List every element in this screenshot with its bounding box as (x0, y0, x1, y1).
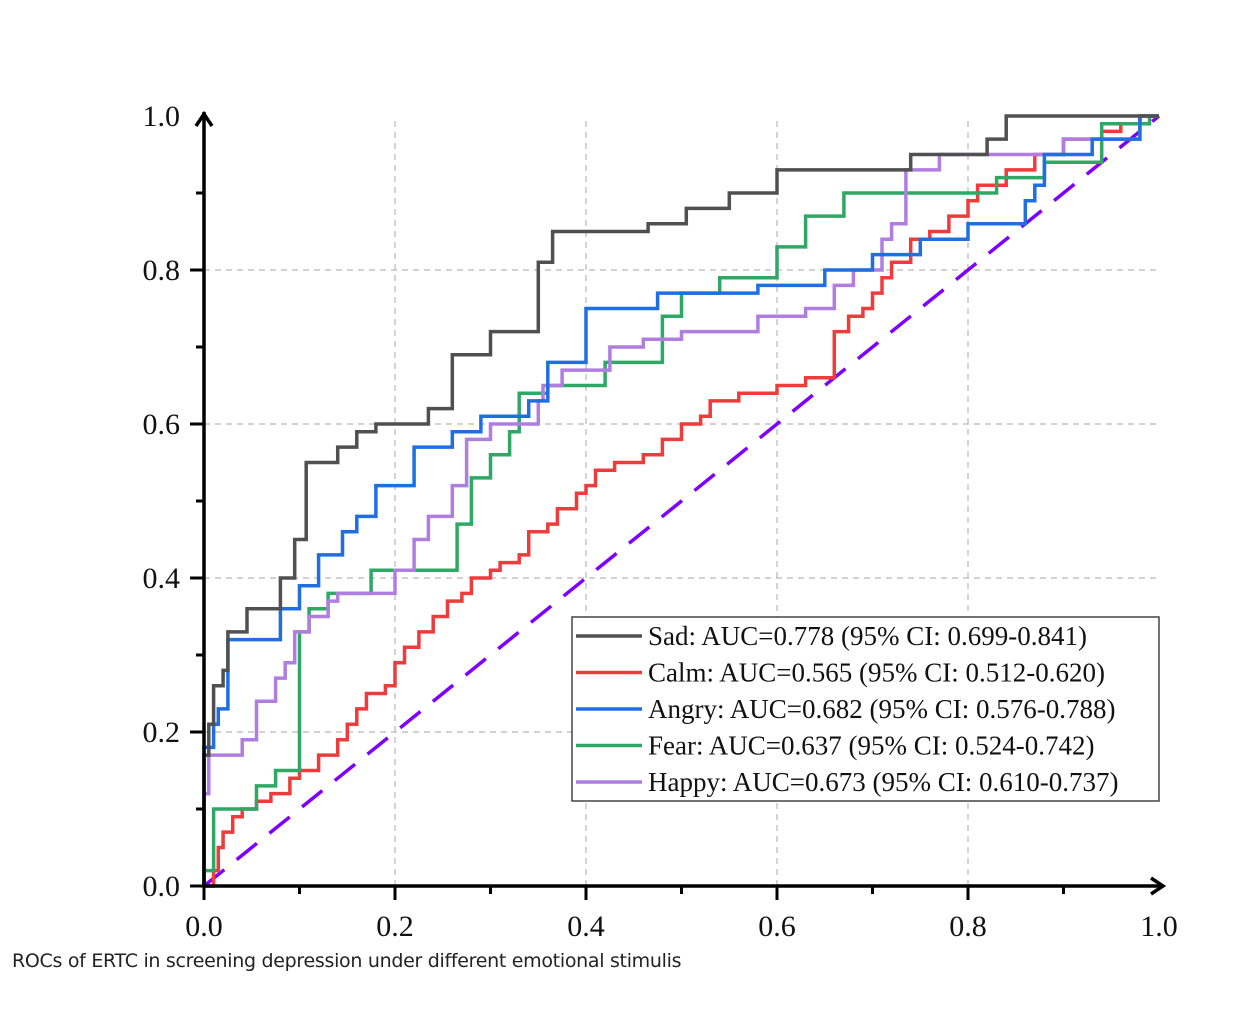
y-tick-label: 1.0 (143, 100, 181, 133)
legend-label-happy: Happy: AUC=0.673 (95% CI: 0.610-0.737) (648, 767, 1118, 797)
x-axis-arrow-icon (1150, 876, 1167, 896)
x-tick-label: 0.2 (376, 910, 414, 943)
reference-diagonal-line (202, 114, 1161, 888)
legend-box (571, 616, 1160, 802)
legend-label-angry: Angry: AUC=0.682 (95% CI: 0.576-0.788) (648, 694, 1115, 724)
y-axis-ticks: 0.0 0.2 0.4 0.6 0.8 1.0 (143, 100, 204, 903)
axes (194, 110, 1167, 896)
legend: Sad: AUC=0.778 (95% CI: 0.699-0.841) Calm… (571, 616, 1160, 802)
x-tick-label: 0.6 (758, 910, 796, 943)
roc-chart: 0.0 0.2 0.4 0.6 0.8 1.0 0.0 0.2 0.4 0.6 0.8 1.0 Sa… (143, 100, 1178, 943)
roc-curve-sad (202, 114, 1159, 886)
x-tick-label: 1.0 (1140, 910, 1178, 943)
y-tick-label: 0.0 (143, 870, 181, 903)
y-tick-label: 0.4 (143, 562, 181, 595)
roc-curve-fear (202, 114, 1159, 886)
legend-label-fear: Fear: AUC=0.637 (95% CI: 0.524-0.742) (648, 731, 1094, 761)
roc-curves (202, 114, 1159, 888)
y-tick-label: 0.6 (143, 408, 181, 441)
x-tick-label: 0.0 (185, 910, 223, 943)
y-tick-label: 0.8 (143, 254, 181, 287)
legend-label-sad: Sad: AUC=0.778 (95% CI: 0.699-0.841) (648, 621, 1087, 651)
x-tick-label: 0.8 (949, 910, 987, 943)
x-axis-ticks: 0.0 0.2 0.4 0.6 0.8 1.0 (185, 886, 1178, 943)
roc-curve-calm (204, 114, 1159, 888)
figure-caption: ROCs of ERTC in screening depression und… (12, 950, 682, 972)
legend-label-calm: Calm: AUC=0.565 (95% CI: 0.512-0.620) (648, 658, 1105, 688)
roc-curve-happy (202, 114, 1159, 886)
x-tick-label: 0.4 (567, 910, 605, 943)
y-tick-label: 0.2 (143, 716, 181, 749)
reference-line-group (202, 114, 1161, 888)
y-axis-arrow-icon (194, 110, 214, 127)
